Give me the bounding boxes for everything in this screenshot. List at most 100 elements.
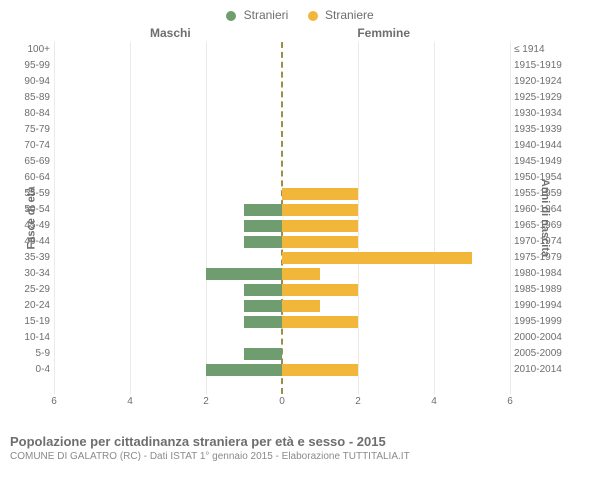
bar-area — [54, 364, 510, 376]
bar-area — [54, 124, 510, 136]
age-label: 75-79 — [10, 122, 50, 138]
data-row: 25-291985-1989 — [54, 282, 510, 298]
age-label: 20-24 — [10, 298, 50, 314]
legend: Stranieri Straniere — [10, 8, 590, 22]
chart-title: Popolazione per cittadinanza straniera p… — [10, 434, 590, 449]
birth-year-label: 2000-2004 — [514, 330, 570, 346]
data-row: 35-391975-1979 — [54, 250, 510, 266]
data-row: 75-791935-1939 — [54, 122, 510, 138]
data-row: 90-941920-1924 — [54, 74, 510, 90]
bar-area — [54, 300, 510, 312]
data-row: 55-591955-1959 — [54, 186, 510, 202]
birth-year-label: 1940-1944 — [514, 138, 570, 154]
x-tick: 4 — [431, 396, 437, 407]
data-row: 15-191995-1999 — [54, 314, 510, 330]
data-row: 20-241990-1994 — [54, 298, 510, 314]
caption: Popolazione per cittadinanza straniera p… — [10, 434, 590, 462]
birth-year-label: 1985-1989 — [514, 282, 570, 298]
data-row: 85-891925-1929 — [54, 90, 510, 106]
bar-female — [282, 236, 358, 248]
age-label: 50-54 — [10, 202, 50, 218]
bar-area — [54, 140, 510, 152]
x-tick: 2 — [355, 396, 361, 407]
age-label: 10-14 — [10, 330, 50, 346]
data-row: 45-491965-1969 — [54, 218, 510, 234]
birth-year-label: 1930-1934 — [514, 106, 570, 122]
bar-area — [54, 268, 510, 280]
data-row: 70-741940-1944 — [54, 138, 510, 154]
bar-area — [54, 108, 510, 120]
birth-year-label: 1990-1994 — [514, 298, 570, 314]
header-male: Maschi — [150, 26, 191, 40]
age-label: 25-29 — [10, 282, 50, 298]
bar-female — [282, 188, 358, 200]
bar-male — [244, 348, 282, 360]
birth-year-label: 2010-2014 — [514, 362, 570, 378]
gridline — [510, 42, 511, 394]
bar-area — [54, 220, 510, 232]
age-label: 0-4 — [10, 362, 50, 378]
chart-subtitle: COMUNE DI GALATRO (RC) - Dati ISTAT 1° g… — [10, 451, 590, 462]
birth-year-label: 1920-1924 — [514, 74, 570, 90]
data-row: 60-641950-1954 — [54, 170, 510, 186]
age-label: 30-34 — [10, 266, 50, 282]
bar-male — [244, 300, 282, 312]
legend-male-label: Stranieri — [244, 8, 289, 22]
bar-female — [282, 316, 358, 328]
legend-male: Stranieri — [226, 8, 288, 22]
age-label: 90-94 — [10, 74, 50, 90]
birth-year-label: 1970-1974 — [514, 234, 570, 250]
age-label: 45-49 — [10, 218, 50, 234]
birth-year-label: 1965-1969 — [514, 218, 570, 234]
x-tick: 0 — [279, 396, 285, 407]
bar-female — [282, 300, 320, 312]
birth-year-label: 1955-1959 — [514, 186, 570, 202]
bar-male — [244, 220, 282, 232]
data-row: 95-991915-1919 — [54, 58, 510, 74]
bar-area — [54, 332, 510, 344]
population-pyramid-chart: Maschi Femmine Fasce di età Anni di nasc… — [10, 26, 570, 426]
age-label: 40-44 — [10, 234, 50, 250]
x-tick: 6 — [51, 396, 57, 407]
column-headers: Maschi Femmine — [10, 26, 570, 42]
plot-area: Fasce di età Anni di nascita 100+≤ 19149… — [10, 42, 570, 394]
birth-year-label: 1995-1999 — [514, 314, 570, 330]
age-label: 5-9 — [10, 346, 50, 362]
bar-female — [282, 220, 358, 232]
age-label: 35-39 — [10, 250, 50, 266]
legend-male-swatch — [226, 11, 236, 21]
bar-area — [54, 252, 510, 264]
bar-female — [282, 252, 472, 264]
birth-year-label: 1960-1964 — [514, 202, 570, 218]
data-row: 40-441970-1974 — [54, 234, 510, 250]
legend-female-label: Straniere — [325, 8, 374, 22]
x-tick: 4 — [127, 396, 133, 407]
legend-female-swatch — [308, 11, 318, 21]
x-tick: 6 — [507, 396, 513, 407]
data-row: 0-42010-2014 — [54, 362, 510, 378]
bar-area — [54, 348, 510, 360]
legend-female: Straniere — [308, 8, 374, 22]
bar-male — [244, 316, 282, 328]
bar-female — [282, 364, 358, 376]
age-label: 55-59 — [10, 186, 50, 202]
birth-year-label: 1935-1939 — [514, 122, 570, 138]
bar-area — [54, 76, 510, 88]
header-female: Femmine — [357, 26, 410, 40]
data-row: 30-341980-1984 — [54, 266, 510, 282]
bar-area — [54, 156, 510, 168]
bar-area — [54, 316, 510, 328]
bar-area — [54, 204, 510, 216]
bar-male — [206, 364, 282, 376]
data-row: 65-691945-1949 — [54, 154, 510, 170]
bar-area — [54, 236, 510, 248]
bar-male — [244, 236, 282, 248]
birth-year-label: 1925-1929 — [514, 90, 570, 106]
birth-year-label: 1980-1984 — [514, 266, 570, 282]
age-label: 95-99 — [10, 58, 50, 74]
x-tick: 2 — [203, 396, 209, 407]
birth-year-label: 1975-1979 — [514, 250, 570, 266]
data-row: 5-92005-2009 — [54, 346, 510, 362]
birth-year-label: 2005-2009 — [514, 346, 570, 362]
age-label: 100+ — [10, 42, 50, 58]
